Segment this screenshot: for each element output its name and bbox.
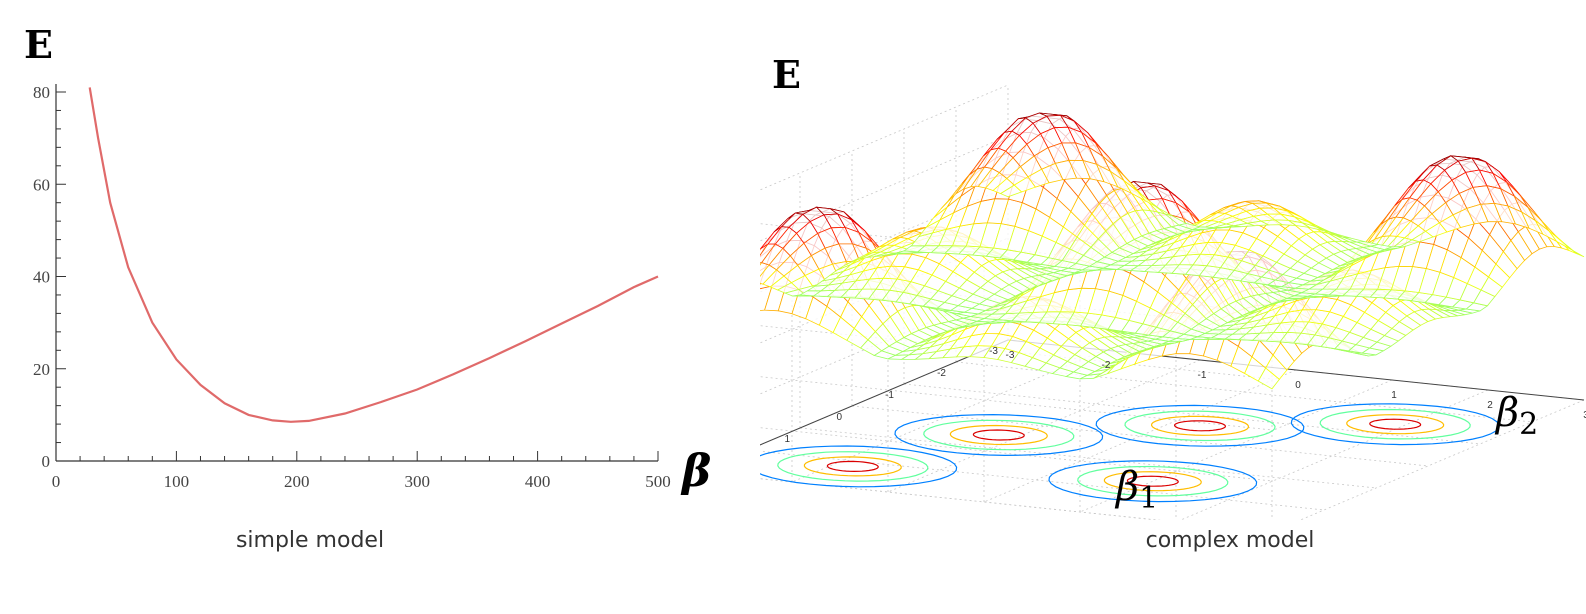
simple-model-caption: simple model [235,528,385,553]
complex-y-axis-title: β2 [1494,390,1538,442]
complex-contour-floor [760,403,1500,503]
complex-contour-line [1369,418,1422,430]
simple-series-line [88,87,659,423]
complex-x-tick-label: -3 [989,346,998,357]
complex-surface-mesh [760,112,1585,390]
simple-y-axis-title: E [24,22,53,67]
simple-x-tick-label: 0 [52,472,61,491]
complex-contour-line [972,429,1025,441]
complex-x-axis-line [760,339,1009,446]
complex-grid-line [799,427,1377,489]
complex-contour-line [826,460,879,473]
complex-y-tick-label: -1 [1198,370,1207,381]
complex-grid-line [903,383,1481,445]
complex-contour-line [949,424,1048,446]
complex-contour-line [1077,465,1229,497]
simple-x-tick-label: 300 [404,472,430,491]
simple-x-axis-title: β [680,446,711,497]
complex-x-axis-symbol: β [1114,464,1139,510]
complex-grid-line [760,450,1325,511]
complex-contour-line [1126,475,1179,487]
simple-axes [55,84,658,462]
complex-contour-line [1319,408,1471,440]
complex-grid-line [1179,389,1489,520]
complex-y-axis-symbol: β [1494,390,1519,436]
complex-ticks: 6080100120140160-3-2-10123-3-2-10123 [784,346,1586,445]
complex-grid-line [760,339,1009,446]
complex-contour-line [1124,410,1276,442]
complex-contour-line [894,413,1104,457]
complex-grid-line [760,339,1009,446]
complex-y-tick-label: 2 [1487,400,1493,411]
complex-x-axis-subscript: 1 [1139,481,1158,516]
complex-grid-line [887,359,1201,493]
complex-grid-line [1299,399,1585,520]
complex-x-tick-label: 0 [836,412,842,423]
complex-surface-cell [1562,241,1585,258]
complex-y-tick-label: 3 [1583,410,1586,421]
complex-contour-line [1346,414,1445,435]
complex-grid-line [1079,379,1393,513]
complex-grid-line [983,369,1297,503]
complex-contour-line [803,456,902,477]
complex-contour-line [760,445,958,488]
complex-y-tick-label: -3 [1006,350,1015,361]
complex-grid-line [760,325,1273,380]
complex-contour-line [1095,404,1305,447]
complex-y-tick-label: 1 [1391,390,1397,401]
complex-y-tick-label: -2 [1102,360,1111,371]
complex-contour-line [923,419,1075,451]
complex-model-caption: complex model [1145,528,1315,553]
simple-x-tick-label: 200 [284,472,310,491]
simple-y-tick-label: 0 [42,452,51,471]
simple-x-tick-label: 400 [525,472,551,491]
simple-y-tick-label: 80 [33,83,50,102]
simple-x-tick-label: 500 [645,472,671,491]
complex-x-axis-title: β1 [1114,464,1158,516]
simple-y-tick-label: 60 [33,175,50,194]
complex-x-tick-label: 1 [784,434,790,445]
complex-model-surface: 6080100120140160-3-2-10123-3-2-10123 E β… [760,52,1586,520]
complex-contour-line [1103,471,1202,492]
complex-contour-line [1150,415,1250,436]
complex-contour-line [1290,403,1500,446]
complex-y-tick-label: 0 [1295,380,1301,391]
complex-grid-line [760,478,1161,520]
simple-x-tick-label: 100 [164,472,190,491]
complex-x-tick-label: -1 [885,390,894,401]
simple-model-chart: 0 100 200 300 400 500 0 20 40 60 80 E β [24,22,711,497]
complex-x-tick-label: -2 [937,368,946,379]
complex-y-axis-subscript: 2 [1519,407,1538,442]
complex-contour-line [1173,420,1227,432]
complex-z-axis-title: E [772,52,801,97]
simple-y-tick-label: 20 [33,360,50,379]
complex-contour-line [1048,460,1258,503]
simple-y-tick-label: 40 [33,268,50,287]
complex-grid-line [760,478,1161,520]
complex-contour-line [777,451,929,482]
simple-ticks: 0 100 200 300 400 500 0 20 40 60 80 [33,83,671,491]
